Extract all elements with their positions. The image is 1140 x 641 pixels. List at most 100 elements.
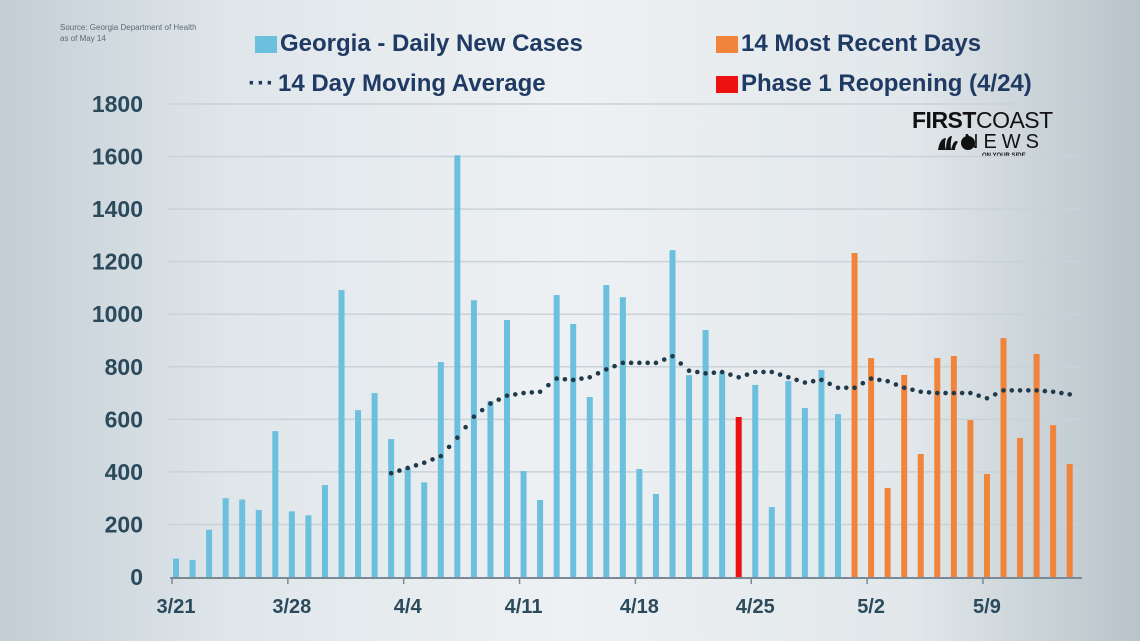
legend-swatch-daily: [255, 35, 277, 53]
moving-average-point: [918, 389, 924, 395]
logo-coast: COAST: [975, 107, 1053, 133]
bar-4/13: [553, 295, 560, 577]
bar-4/6: [437, 362, 444, 577]
moving-average-dot: [463, 424, 468, 430]
y-tick-label: 800: [105, 354, 143, 380]
moving-average-point: [504, 393, 510, 398]
bar-5/7: [950, 356, 957, 577]
bar-5/14: [1066, 464, 1073, 577]
legend-label: Georgia - Daily New Cases: [280, 30, 583, 57]
moving-average-point: [620, 360, 626, 366]
moving-average-dot: [992, 392, 998, 397]
moving-average-dot: [628, 360, 634, 366]
moving-average-point: [405, 465, 411, 471]
bar-4/24: [735, 416, 742, 577]
logo-news: NEWS: [964, 131, 1044, 153]
logo-first: FIRST: [912, 107, 976, 133]
moving-average-point: [1017, 388, 1023, 393]
moving-average-dot: [744, 372, 750, 377]
bar-3/22: [189, 559, 196, 577]
bar-5/6: [934, 358, 941, 577]
bar-4/10: [504, 320, 510, 577]
source-date: as of May 14: [60, 34, 106, 43]
moving-average-point: [752, 369, 758, 375]
bar-5/5: [917, 454, 924, 577]
moving-average-dot: [413, 463, 419, 468]
y-tick-label: 1600: [92, 144, 143, 170]
moving-average-point: [471, 414, 477, 420]
bars: [173, 155, 1073, 578]
moving-average-dot: [728, 372, 733, 377]
legend-swatch-recent: [716, 35, 738, 53]
moving-average-dot: [711, 370, 717, 375]
moving-average-dot: [695, 369, 700, 375]
moving-average-dot: [645, 360, 650, 366]
moving-average-point: [703, 371, 708, 376]
y-tick-label: 1000: [92, 301, 143, 327]
x-tick-label: 4/18: [620, 596, 659, 618]
y-tick-label: 1800: [92, 91, 143, 117]
source-line: Source: Georgia Department of Health: [60, 23, 197, 32]
y-tick-label: 0: [130, 564, 143, 590]
bar-4/15: [586, 396, 593, 577]
moving-average-dot: [877, 377, 882, 383]
dotted-line-icon: ···: [248, 70, 275, 97]
bar-4/30: [835, 414, 841, 577]
moving-average-dot: [843, 385, 849, 391]
moving-average-point: [521, 390, 526, 396]
x-tick-label: 3/21: [157, 596, 196, 618]
x-tick-label: 5/9: [973, 596, 1001, 618]
legend-recent-days: 14 Most Recent Days: [716, 30, 981, 58]
moving-average-point: [786, 374, 791, 380]
moving-average-point: [885, 378, 890, 384]
nbc-peacock-icon: [938, 136, 975, 150]
bar-3/26: [255, 509, 262, 577]
bar-5/4: [901, 374, 908, 577]
bar-5/1: [851, 252, 858, 577]
moving-average-point: [835, 385, 841, 391]
bar-4/25: [752, 384, 759, 577]
moving-average-point: [587, 374, 593, 380]
y-tick-label: 1400: [92, 196, 143, 222]
moving-average-point: [1034, 388, 1039, 393]
moving-average-point: [901, 385, 907, 391]
bar-5/9: [983, 473, 990, 577]
moving-average-point: [1067, 392, 1072, 397]
bar-5/11: [1017, 437, 1024, 577]
moving-average-dot: [496, 397, 502, 402]
bar-3/24: [222, 498, 229, 577]
moving-average-dot: [761, 369, 766, 375]
moving-average-point: [438, 453, 444, 459]
legend-label: Phase 1 Reopening (4/24): [741, 70, 1032, 97]
bar-3/28: [288, 511, 295, 577]
bar-3/21: [173, 558, 179, 577]
bar-4/17: [619, 297, 626, 577]
moving-average-point: [570, 377, 576, 383]
source-note: Source: Georgia Department of Health as …: [60, 22, 197, 44]
bar-3/25: [239, 499, 246, 577]
bar-4/5: [421, 482, 428, 577]
moving-average-point: [719, 369, 725, 375]
first-coast-news-logo: FIRSTCOAST NEWS ON YOUR SIDE: [912, 108, 1080, 159]
moving-average-point: [769, 369, 775, 375]
moving-average-dot: [810, 378, 816, 384]
moving-average-point: [488, 401, 493, 406]
bar-4/22: [702, 329, 709, 577]
moving-average-dot: [893, 382, 899, 387]
legend-moving-average: ··· 14 Day Moving Average: [248, 70, 546, 98]
moving-average-line: [388, 353, 1072, 476]
bar-4/1: [355, 410, 362, 577]
y-tick-label: 200: [105, 511, 143, 537]
bar-4/20: [669, 250, 676, 578]
moving-average-point: [653, 360, 659, 366]
moving-average-dot: [562, 376, 568, 382]
bar-4/12: [537, 500, 544, 577]
legend-phase1: Phase 1 Reopening (4/24): [716, 70, 1032, 98]
moving-average-dot: [860, 380, 866, 386]
bar-4/4: [404, 467, 411, 577]
x-tick-label: 4/4: [394, 596, 423, 618]
moving-average-dot: [1009, 388, 1015, 393]
bar-4/8: [470, 300, 477, 577]
bar-4/19: [652, 493, 659, 577]
moving-average-point: [554, 376, 559, 381]
